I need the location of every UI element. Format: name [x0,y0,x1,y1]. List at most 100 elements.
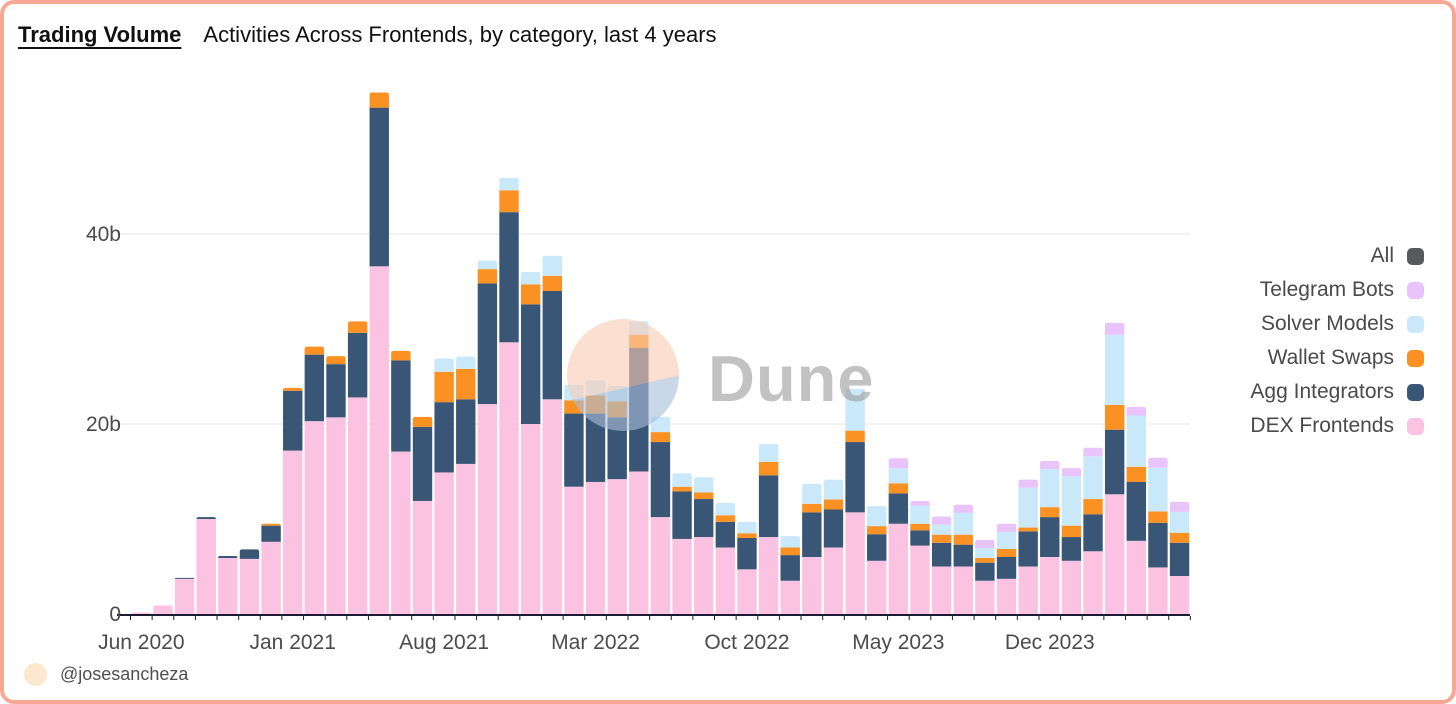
segment-Solver Models[interactable] [693,477,714,493]
bar-Jun 2022[interactable] [650,416,671,614]
bar-Feb 2021[interactable] [304,346,325,614]
bar-Aug 2022[interactable] [693,477,714,614]
segment-Agg Integrators[interactable] [737,538,757,570]
segment-Wallet Swaps[interactable] [867,526,887,535]
segment-Solver Models[interactable] [867,506,887,527]
bar-Feb 2022[interactable] [564,385,584,614]
bar-Sep 2020[interactable] [196,517,216,614]
segment-Wallet Swaps[interactable] [996,548,1017,557]
segment-Agg Integrators[interactable] [499,212,519,343]
segment-Wallet Swaps[interactable] [1126,466,1146,482]
bar-Jul 2020[interactable] [153,605,173,614]
segment-Agg Integrators[interactable] [758,475,779,538]
segment-Agg Integrators[interactable] [1083,514,1103,552]
bar-Jun 2023[interactable] [910,500,930,614]
segment-Agg Integrators[interactable] [1040,517,1060,557]
bar-Nov 2022[interactable] [758,443,779,614]
segment-Wallet Swaps[interactable] [1040,507,1060,518]
bar-Mar 2022[interactable] [585,380,606,614]
bar-Jan 2024[interactable] [1061,468,1082,614]
segment-DEX Frontends[interactable] [780,580,800,614]
bar-Sep 2022[interactable] [715,502,736,614]
segment-DEX Frontends[interactable] [564,486,584,614]
segment-Wallet Swaps[interactable] [477,269,498,284]
bar-Jul 2022[interactable] [672,473,692,614]
segment-Solver Models[interactable] [780,536,800,548]
segment-Agg Integrators[interactable] [283,390,303,451]
segment-Agg Integrators[interactable] [477,283,498,405]
segment-DEX Frontends[interactable] [1148,567,1168,614]
segment-Agg Integrators[interactable] [672,491,692,539]
bar-Mar 2024[interactable] [1104,322,1125,614]
segment-Agg Integrators[interactable] [196,517,216,519]
segment-DEX Frontends[interactable] [910,545,930,614]
segment-DEX Frontends[interactable] [304,421,325,614]
bar-Oct 2023[interactable] [996,523,1017,614]
segment-DEX Frontends[interactable] [629,471,649,615]
segment-Wallet Swaps[interactable] [1169,532,1190,543]
bar-Sep 2021[interactable] [456,356,476,614]
segment-DEX Frontends[interactable] [607,479,627,614]
segment-Telegram Bots[interactable] [910,500,930,506]
segment-Agg Integrators[interactable] [304,354,325,422]
segment-Wallet Swaps[interactable] [347,321,368,333]
segment-Telegram Bots[interactable] [1083,447,1103,457]
segment-DEX Frontends[interactable] [1104,494,1125,614]
bar-Apr 2024[interactable] [1126,406,1146,614]
segment-Wallet Swaps[interactable] [1018,527,1038,532]
segment-Wallet Swaps[interactable] [737,533,757,538]
segment-Agg Integrators[interactable] [693,499,714,538]
segment-Solver Models[interactable] [1083,456,1103,500]
segment-Agg Integrators[interactable] [953,544,973,567]
segment-DEX Frontends[interactable] [650,517,671,614]
segment-Telegram Bots[interactable] [888,458,909,469]
segment-Agg Integrators[interactable] [1104,429,1125,495]
segment-DEX Frontends[interactable] [693,537,714,614]
segment-DEX Frontends[interactable] [1169,576,1190,614]
segment-DEX Frontends[interactable] [520,424,541,614]
bar-Jul 2023[interactable] [931,516,952,615]
bar-Feb 2024[interactable] [1083,447,1103,614]
segment-Agg Integrators[interactable] [326,364,346,418]
segment-Agg Integrators[interactable] [888,493,909,524]
segment-Agg Integrators[interactable] [1061,537,1082,561]
bar-May 2023[interactable] [888,458,909,614]
segment-Solver Models[interactable] [888,468,909,484]
segment-DEX Frontends[interactable] [1083,551,1103,614]
bar-Dec 2021[interactable] [520,272,541,614]
segment-Agg Integrators[interactable] [715,521,736,548]
segment-Agg Integrators[interactable] [823,509,844,548]
bar-Aug 2020[interactable] [174,577,195,614]
segment-Solver Models[interactable] [737,521,757,534]
segment-Agg Integrators[interactable] [975,562,995,581]
bar-Nov 2023[interactable] [1018,479,1038,614]
segment-Wallet Swaps[interactable] [715,515,736,522]
segment-Solver Models[interactable] [499,177,519,191]
bar-Nov 2020[interactable] [239,549,260,614]
segment-Wallet Swaps[interactable] [1104,405,1125,430]
segment-DEX Frontends[interactable] [867,560,887,614]
legend-item-wallet-swaps[interactable]: Wallet Swaps [1268,347,1424,368]
segment-Solver Models[interactable] [975,547,995,558]
segment-Wallet Swaps[interactable] [931,534,952,543]
segment-DEX Frontends[interactable] [1126,540,1146,614]
segment-DEX Frontends[interactable] [931,566,952,615]
segment-Agg Integrators[interactable] [802,512,822,557]
segment-Wallet Swaps[interactable] [672,486,692,492]
segment-Agg Integrators[interactable] [845,442,865,513]
segment-DEX Frontends[interactable] [196,519,216,614]
segment-Solver Models[interactable] [996,531,1017,549]
segment-Telegram Bots[interactable] [1126,406,1146,416]
bar-May 2021[interactable] [369,92,389,614]
segment-Agg Integrators[interactable] [369,107,389,267]
segment-Solver Models[interactable] [477,260,498,270]
segment-Wallet Swaps[interactable] [369,92,389,108]
segment-DEX Frontends[interactable] [996,578,1017,614]
segment-DEX Frontends[interactable] [239,558,260,614]
segment-Telegram Bots[interactable] [953,504,973,513]
segment-Agg Integrators[interactable] [910,530,930,546]
segment-Agg Integrators[interactable] [391,360,411,452]
segment-DEX Frontends[interactable] [326,417,346,614]
segment-Wallet Swaps[interactable] [910,523,930,531]
segment-Agg Integrators[interactable] [434,402,454,473]
